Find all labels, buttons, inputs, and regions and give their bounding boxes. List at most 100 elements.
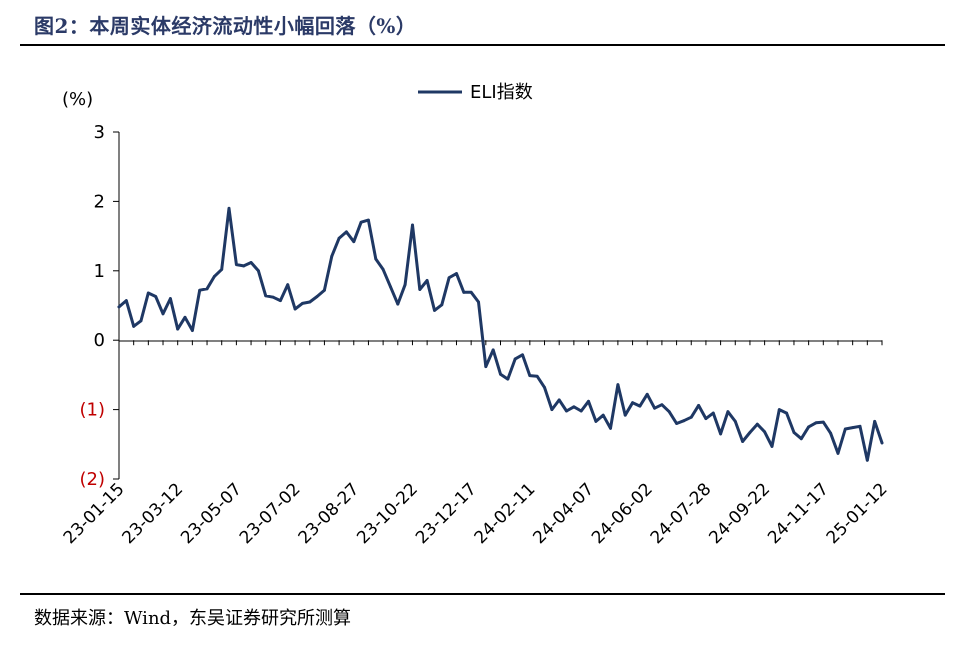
data-point	[667, 410, 671, 414]
data-point	[154, 295, 158, 298]
data-point	[799, 437, 803, 441]
data-point	[462, 290, 466, 294]
data-point	[337, 236, 341, 240]
data-point	[616, 383, 620, 387]
data-point	[682, 419, 686, 423]
data-point	[381, 268, 385, 271]
data-point	[557, 398, 561, 402]
bottom-rule	[20, 593, 945, 595]
data-point	[814, 421, 818, 425]
data-point	[843, 427, 847, 431]
data-point	[447, 276, 451, 280]
x-tick-label: 23-05-07	[177, 479, 246, 548]
data-point	[711, 411, 715, 415]
data-point	[572, 405, 576, 409]
x-tick-label: 24-11-17	[764, 479, 833, 548]
data-point	[249, 261, 253, 264]
data-point	[748, 431, 752, 434]
data-point	[543, 385, 546, 389]
data-point	[638, 404, 642, 408]
data-point	[836, 451, 840, 455]
data-point	[411, 223, 414, 227]
data-point	[821, 420, 825, 424]
data-point	[535, 374, 539, 378]
data-source: 数据来源：Wind，东吴证券研究所测算	[34, 608, 352, 629]
x-tick-label: 23-07-02	[236, 479, 305, 548]
data-point	[491, 348, 495, 352]
data-point	[433, 308, 436, 312]
data-point	[315, 295, 319, 298]
series-line-eli	[117, 206, 884, 462]
y-tick-label: (1)	[80, 400, 106, 421]
x-tick-label: 23-12-17	[412, 479, 481, 548]
data-points	[117, 206, 884, 462]
data-point	[660, 403, 664, 407]
data-point	[418, 288, 422, 291]
data-point	[132, 324, 136, 328]
data-point	[499, 372, 502, 376]
data-point	[792, 431, 796, 434]
data-point	[352, 240, 356, 244]
legend-label: ELI指数	[470, 82, 533, 103]
data-point	[279, 299, 282, 303]
data-point	[689, 415, 693, 419]
data-point	[513, 357, 517, 361]
x-tick-label: 24-07-28	[647, 479, 716, 548]
y-tick-label: 1	[94, 261, 105, 282]
x-tick-label: 24-04-07	[529, 479, 598, 548]
data-point	[190, 329, 194, 332]
data-point	[220, 268, 224, 271]
line-chart: ELI指数 (%) 3 2 1 0 (1) (2) 23-01-1523-03-1223-…	[60, 82, 892, 548]
data-point	[440, 303, 444, 307]
x-tick-label: 25-01-12	[823, 479, 892, 548]
data-point	[242, 264, 246, 268]
data-point	[675, 422, 678, 425]
x-tick-label: 24-09-22	[705, 479, 774, 548]
data-point	[704, 417, 708, 421]
data-point	[741, 440, 745, 443]
data-point	[521, 353, 524, 357]
data-point	[425, 279, 429, 282]
data-point	[374, 257, 378, 261]
data-point	[755, 422, 759, 426]
data-point	[212, 274, 216, 278]
data-point	[601, 413, 605, 417]
data-point	[301, 302, 304, 305]
data-point	[168, 297, 172, 300]
data-point	[565, 409, 568, 413]
data-point	[873, 419, 877, 423]
data-point	[733, 419, 737, 423]
data-point	[308, 300, 312, 304]
top-rule	[20, 44, 945, 46]
data-point	[726, 410, 730, 414]
data-point	[851, 426, 855, 430]
data-point	[176, 327, 180, 331]
x-tick-labels: 23-01-1523-03-1223-05-0723-07-0223-08-27…	[60, 479, 892, 548]
data-point	[117, 305, 121, 309]
data-point	[124, 299, 128, 303]
data-point	[234, 263, 238, 266]
data-point	[770, 444, 774, 448]
y-tick-label: 3	[94, 122, 105, 143]
y-tick-label: 2	[94, 191, 105, 212]
data-point	[286, 283, 290, 287]
data-point	[829, 431, 833, 435]
chart-title: 图2：本周实体经济流动性小幅回落（%）	[34, 14, 417, 38]
y-ticks: 3 2 1 0 (1) (2)	[80, 122, 119, 490]
y-unit-label: (%)	[62, 89, 93, 110]
data-point	[183, 315, 187, 319]
data-point	[550, 408, 554, 411]
x-tick-label: 23-10-22	[353, 479, 422, 548]
data-point	[579, 409, 583, 413]
data-point	[367, 218, 370, 222]
data-point	[293, 307, 297, 311]
data-point	[587, 399, 590, 403]
data-point	[880, 441, 884, 445]
data-point	[653, 406, 656, 410]
data-point	[139, 319, 143, 323]
y-tick-label: (2)	[80, 469, 106, 490]
data-point	[609, 426, 612, 430]
x-tick-label: 23-08-27	[295, 479, 364, 548]
legend: ELI指数	[418, 82, 533, 103]
data-point	[807, 425, 811, 429]
